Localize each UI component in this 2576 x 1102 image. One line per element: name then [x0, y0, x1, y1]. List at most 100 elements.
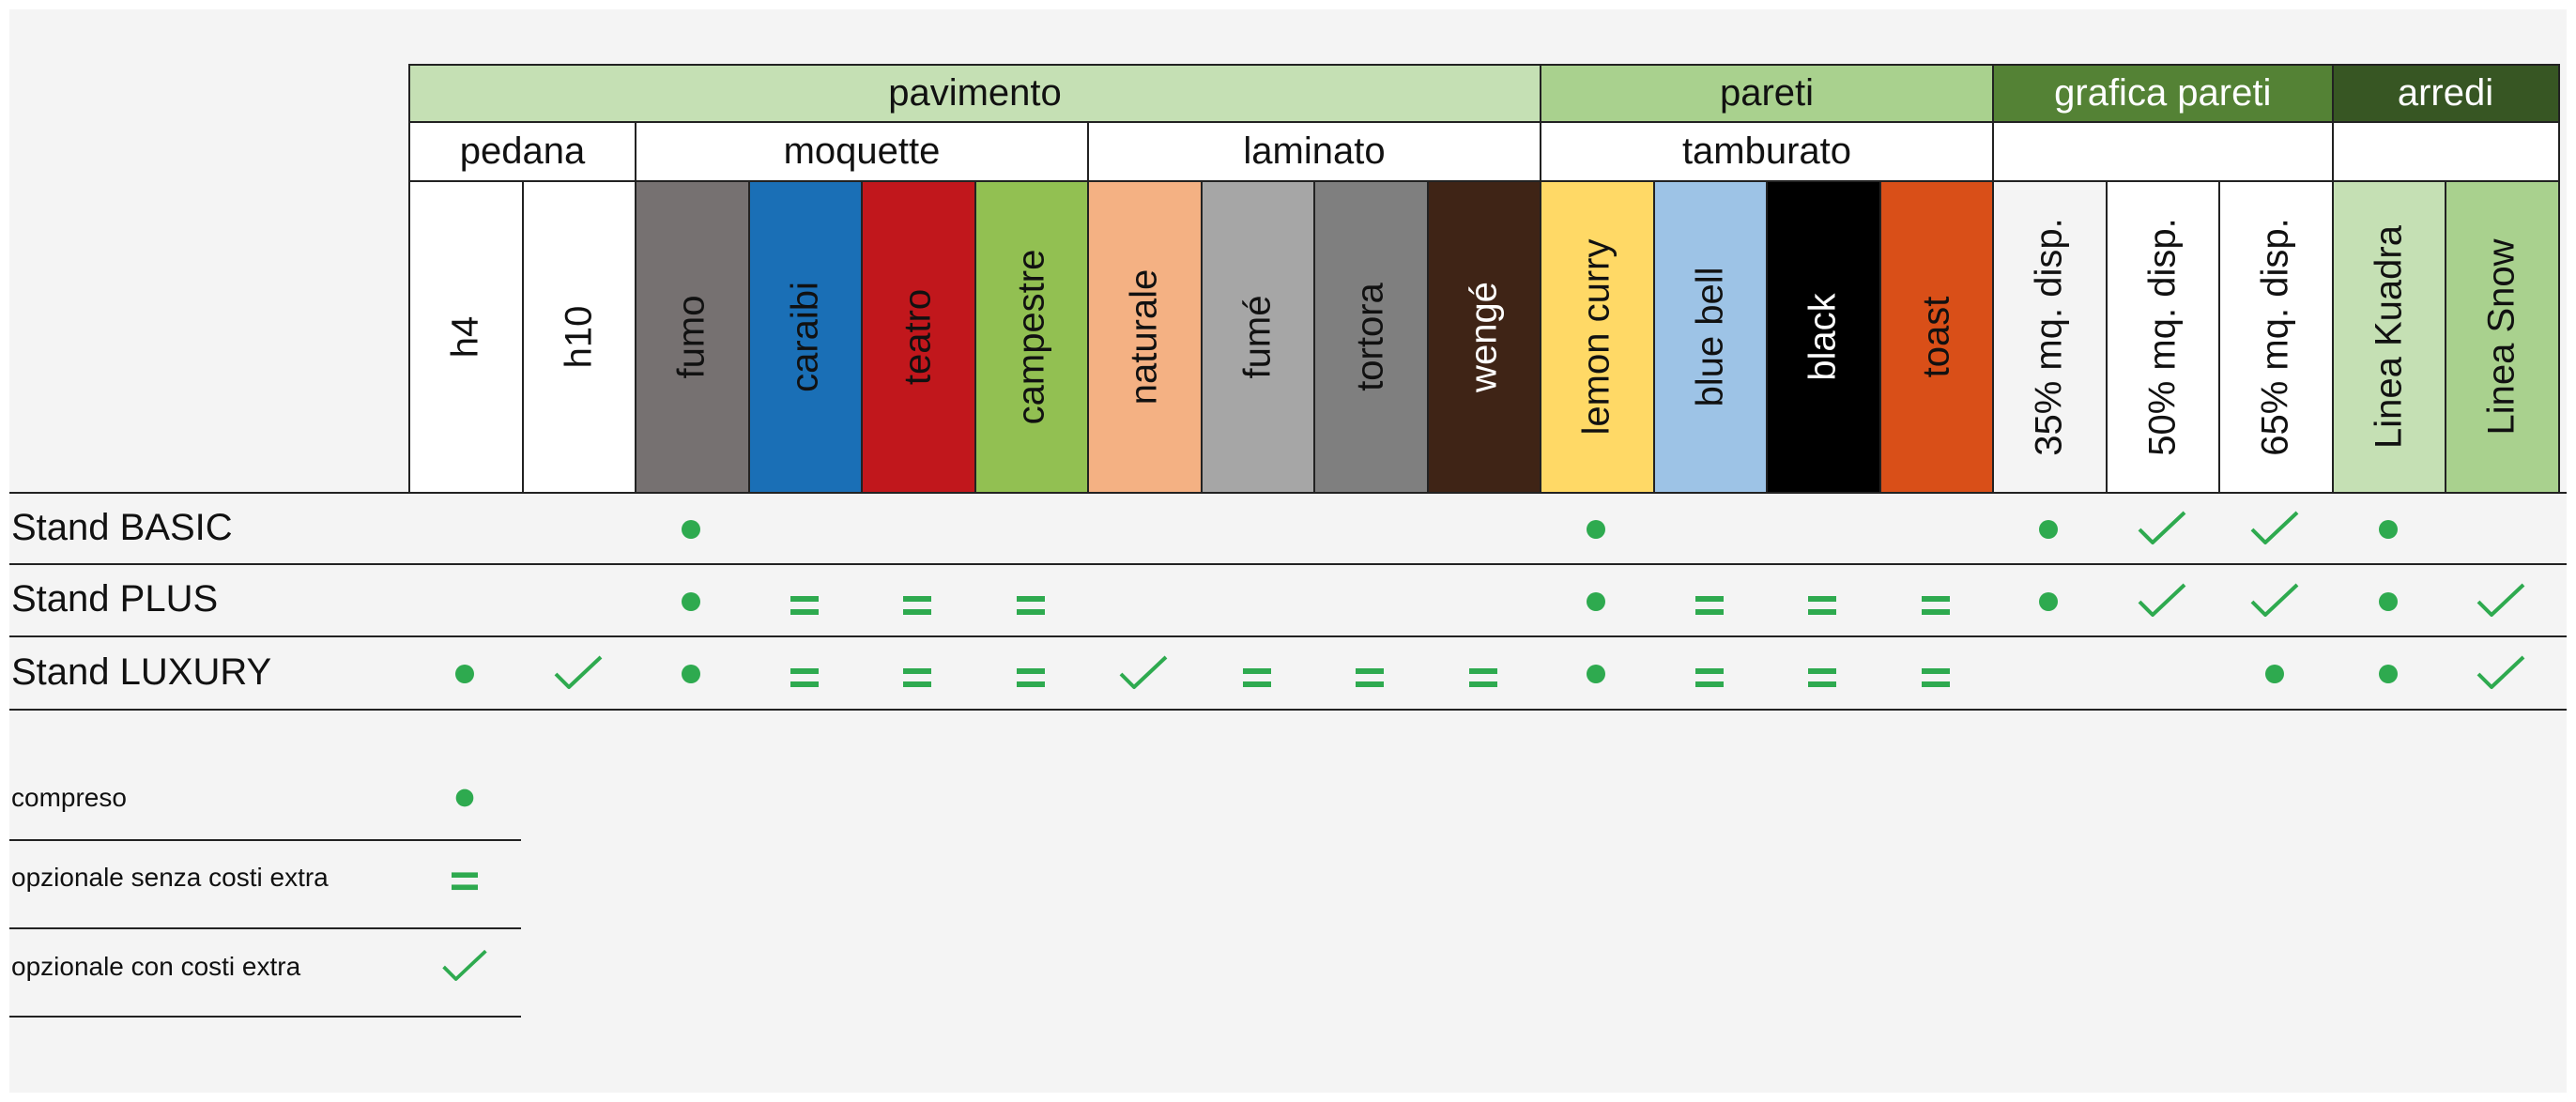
column-header-toast: toast: [1878, 180, 1994, 494]
included-dot-icon: [2378, 591, 2398, 611]
column-header-caraibi: caraibi: [747, 180, 863, 494]
checkmark-icon: [2250, 583, 2299, 617]
row-divider: [9, 635, 2567, 637]
checkmark-icon: [2138, 583, 2186, 617]
column-label: 50% mq. disp.: [2141, 218, 2184, 456]
column-label: teatro: [897, 288, 939, 386]
column-label: fumo: [670, 295, 713, 379]
checkmark-icon: [2138, 511, 2186, 544]
checkmark-icon: [442, 949, 487, 981]
column-label: toast: [1915, 296, 1957, 378]
equals-icon: [1921, 595, 1950, 615]
included-dot-icon: [455, 665, 475, 683]
column-label: h10: [558, 305, 600, 369]
equals-icon: [1921, 668, 1950, 687]
legend-divider: [9, 1016, 521, 1018]
cell-mark: [861, 641, 974, 707]
equals-icon: [903, 595, 932, 615]
equals-icon: [1694, 668, 1724, 687]
cell-mark: [2445, 641, 2558, 707]
included-dot-icon: [1587, 591, 1606, 611]
cell-mark: [635, 497, 748, 561]
subgroup-header-empty: [1992, 121, 2334, 182]
cell-mark: [748, 569, 862, 634]
subgroup-header-empty: [2331, 121, 2560, 182]
column-label: fumé: [1236, 295, 1279, 379]
included-dot-icon: [2378, 665, 2398, 683]
included-dot-icon: [2039, 591, 2059, 611]
column-header-50-mq-disp: 50% mq. disp.: [2105, 180, 2220, 494]
column-header-lemon-curry: lemon curry: [1540, 180, 1655, 494]
column-header-campestre: campestre: [974, 180, 1089, 494]
column-header-linea-snow: Linea Snow: [2445, 180, 2560, 494]
included-dot-icon: [2039, 520, 2059, 539]
cell-mark: [2218, 641, 2332, 707]
checkmark-icon: [1119, 655, 1168, 689]
column-header-tortora: tortora: [1313, 180, 1429, 494]
cell-mark: [2332, 641, 2446, 707]
row-label-stand-basic: Stand BASIC: [11, 506, 233, 548]
column-header-naturale: naturale: [1087, 180, 1203, 494]
equals-icon: [1694, 595, 1724, 615]
column-label: blue bell: [1689, 267, 1731, 407]
equals-icon: [790, 668, 819, 687]
column-label: black: [1802, 293, 1844, 381]
included-dot-icon: [2378, 520, 2398, 539]
column-label: Linea Kuadra: [2368, 225, 2410, 449]
equals-icon: [903, 668, 932, 687]
checkmark-icon: [2250, 511, 2299, 544]
column-label: 35% mq. disp.: [2028, 218, 2070, 456]
cell-mark: [1653, 569, 1767, 634]
included-dot-icon: [682, 591, 701, 611]
cell-mark: [1313, 641, 1427, 707]
cell-mark: [1879, 569, 1993, 634]
group-header-grafica-pareti: grafica pareti: [1992, 64, 2334, 123]
group-header-pareti: pareti: [1540, 64, 1994, 123]
legend-mark: [437, 939, 493, 995]
cell-mark: [1087, 641, 1201, 707]
row-label-stand-luxury: Stand LUXURY: [11, 650, 272, 693]
cell-mark: [748, 641, 862, 707]
equals-icon: [1356, 668, 1385, 687]
cell-mark: [522, 641, 636, 707]
column-label: wengé: [1463, 282, 1505, 392]
group-header-arredi: arredi: [2331, 64, 2560, 123]
subgroup-header-pedana: pedana: [408, 121, 636, 182]
legend-label-compreso: compreso: [11, 783, 127, 812]
included-dot-icon: [1587, 665, 1606, 683]
equals-icon: [1808, 595, 1837, 615]
equals-icon: [1468, 668, 1497, 687]
column-header-fumo: fumo: [635, 180, 750, 494]
legend-mark: [437, 770, 493, 826]
row-divider: [9, 492, 2567, 494]
legend-label-opzionale-con-costi-extra: opzionale con costi extra: [11, 952, 301, 981]
cell-mark: [635, 569, 748, 634]
legend-divider: [9, 927, 521, 929]
cell-mark: [2218, 569, 2332, 634]
cell-mark: [1992, 569, 2106, 634]
cell-mark: [1427, 641, 1541, 707]
row-divider: [9, 563, 2567, 565]
column-label: naturale: [1123, 268, 1165, 406]
cell-mark: [1201, 641, 1314, 707]
row-divider: [9, 709, 2567, 711]
included-dot-icon: [682, 665, 701, 683]
column-header-fum: fumé: [1200, 180, 1315, 494]
column-label: h4: [444, 315, 486, 359]
column-header-h10: h10: [521, 180, 636, 494]
cell-mark: [2218, 497, 2332, 561]
cell-mark: [1879, 641, 1993, 707]
column-label: lemon curry: [1575, 238, 1618, 436]
column-header-h4: h4: [408, 180, 524, 494]
equals-icon: [452, 872, 478, 891]
cell-mark: [2106, 569, 2219, 634]
cell-mark: [1653, 641, 1767, 707]
column-header-35-mq-disp: 35% mq. disp.: [1992, 180, 2108, 494]
column-header-blue-bell: blue bell: [1652, 180, 1768, 494]
price-matrix-sheet: pavimento pareti grafica pareti arredi pedan…: [9, 9, 2567, 1093]
column-header-linea-kuadra: Linea Kuadra: [2331, 180, 2446, 494]
cell-mark: [1540, 497, 1653, 561]
equals-icon: [790, 595, 819, 615]
cell-mark: [2332, 569, 2446, 634]
column-label: Linea Snow: [2480, 238, 2522, 436]
